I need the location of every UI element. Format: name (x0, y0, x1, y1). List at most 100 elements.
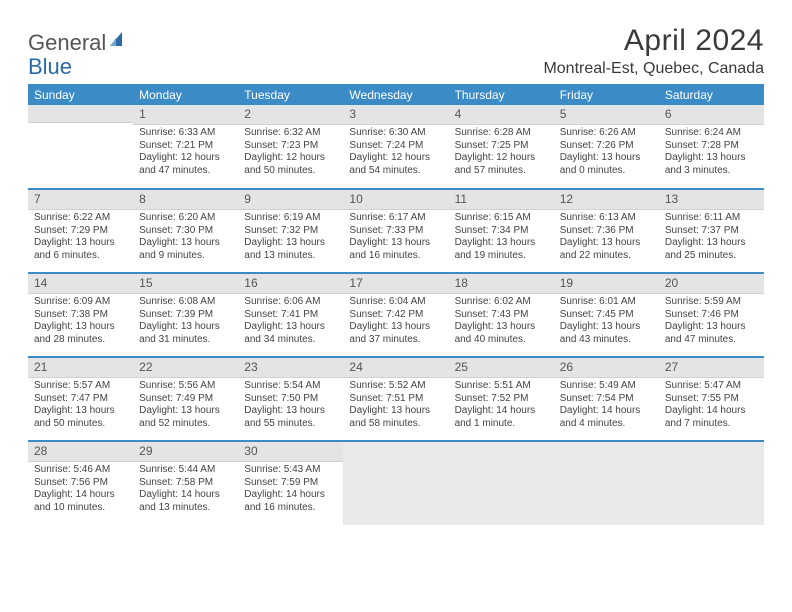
day-content: Sunrise: 5:51 AMSunset: 7:52 PMDaylight:… (449, 378, 554, 434)
calendar-cell: 22Sunrise: 5:56 AMSunset: 7:49 PMDayligh… (133, 357, 238, 441)
daylight-text: Daylight: 13 hours and 52 minutes. (139, 405, 232, 430)
sunrise-text: Sunrise: 5:44 AM (139, 464, 232, 477)
day-number: 15 (133, 274, 238, 294)
day-content: Sunrise: 6:01 AMSunset: 7:45 PMDaylight:… (554, 294, 659, 350)
calendar-cell: 8Sunrise: 6:20 AMSunset: 7:30 PMDaylight… (133, 189, 238, 273)
calendar-cell: 18Sunrise: 6:02 AMSunset: 7:43 PMDayligh… (449, 273, 554, 357)
day-number: 16 (238, 274, 343, 294)
day-number: 8 (133, 190, 238, 210)
calendar-cell: 1Sunrise: 6:33 AMSunset: 7:21 PMDaylight… (133, 105, 238, 189)
day-number: 3 (343, 105, 448, 125)
sunset-text: Sunset: 7:43 PM (455, 309, 548, 322)
sunset-text: Sunset: 7:41 PM (244, 309, 337, 322)
sunset-text: Sunset: 7:54 PM (560, 393, 653, 406)
day-number: 21 (28, 358, 133, 378)
sunrise-text: Sunrise: 5:49 AM (560, 380, 653, 393)
sunset-text: Sunset: 7:21 PM (139, 140, 232, 153)
sunrise-text: Sunrise: 6:04 AM (349, 296, 442, 309)
day-content: Sunrise: 6:02 AMSunset: 7:43 PMDaylight:… (449, 294, 554, 350)
day-number: 13 (659, 190, 764, 210)
calendar-cell: 12Sunrise: 6:13 AMSunset: 7:36 PMDayligh… (554, 189, 659, 273)
day-number: 28 (28, 442, 133, 462)
day-content: Sunrise: 5:44 AMSunset: 7:58 PMDaylight:… (133, 462, 238, 518)
day-number: 9 (238, 190, 343, 210)
daylight-text: Daylight: 13 hours and 47 minutes. (665, 321, 758, 346)
calendar-row: 28Sunrise: 5:46 AMSunset: 7:56 PMDayligh… (28, 441, 764, 525)
sunrise-text: Sunrise: 5:43 AM (244, 464, 337, 477)
day-number: 7 (28, 190, 133, 210)
weekday-header: Saturday (659, 85, 764, 106)
day-content: Sunrise: 5:46 AMSunset: 7:56 PMDaylight:… (28, 462, 133, 518)
sunrise-text: Sunrise: 5:47 AM (665, 380, 758, 393)
day-content: Sunrise: 6:22 AMSunset: 7:29 PMDaylight:… (28, 210, 133, 266)
location: Montreal-Est, Quebec, Canada (543, 60, 764, 78)
weekday-header: Tuesday (238, 85, 343, 106)
day-number: 25 (449, 358, 554, 378)
calendar-page: General April 2024 Montreal-Est, Quebec,… (0, 0, 792, 545)
calendar-cell: 28Sunrise: 5:46 AMSunset: 7:56 PMDayligh… (28, 441, 133, 525)
sunset-text: Sunset: 7:47 PM (34, 393, 127, 406)
calendar-cell: 23Sunrise: 5:54 AMSunset: 7:50 PMDayligh… (238, 357, 343, 441)
sunrise-text: Sunrise: 6:15 AM (455, 212, 548, 225)
weekday-header: Wednesday (343, 85, 448, 106)
sunrise-text: Sunrise: 6:22 AM (34, 212, 127, 225)
daylight-text: Daylight: 13 hours and 40 minutes. (455, 321, 548, 346)
weekday-header: Friday (554, 85, 659, 106)
sunset-text: Sunset: 7:37 PM (665, 225, 758, 238)
sunrise-text: Sunrise: 5:57 AM (34, 380, 127, 393)
day-number: 4 (449, 105, 554, 125)
day-number: 11 (449, 190, 554, 210)
daylight-text: Daylight: 13 hours and 6 minutes. (34, 237, 127, 262)
sunset-text: Sunset: 7:49 PM (139, 393, 232, 406)
day-number: 19 (554, 274, 659, 294)
sunset-text: Sunset: 7:23 PM (244, 140, 337, 153)
sunset-text: Sunset: 7:33 PM (349, 225, 442, 238)
calendar-cell: 19Sunrise: 6:01 AMSunset: 7:45 PMDayligh… (554, 273, 659, 357)
calendar-cell: 25Sunrise: 5:51 AMSunset: 7:52 PMDayligh… (449, 357, 554, 441)
calendar-cell: 14Sunrise: 6:09 AMSunset: 7:38 PMDayligh… (28, 273, 133, 357)
calendar-cell: 6Sunrise: 6:24 AMSunset: 7:28 PMDaylight… (659, 105, 764, 189)
calendar-cell: 21Sunrise: 5:57 AMSunset: 7:47 PMDayligh… (28, 357, 133, 441)
day-content: Sunrise: 6:33 AMSunset: 7:21 PMDaylight:… (133, 125, 238, 181)
calendar-cell: 11Sunrise: 6:15 AMSunset: 7:34 PMDayligh… (449, 189, 554, 273)
day-content: Sunrise: 6:30 AMSunset: 7:24 PMDaylight:… (343, 125, 448, 181)
day-content: Sunrise: 6:13 AMSunset: 7:36 PMDaylight:… (554, 210, 659, 266)
day-number (28, 105, 133, 123)
sunrise-text: Sunrise: 6:32 AM (244, 127, 337, 140)
sunrise-text: Sunrise: 6:01 AM (560, 296, 653, 309)
sunrise-text: Sunrise: 6:09 AM (34, 296, 127, 309)
day-content: Sunrise: 6:26 AMSunset: 7:26 PMDaylight:… (554, 125, 659, 181)
calendar-cell: 15Sunrise: 6:08 AMSunset: 7:39 PMDayligh… (133, 273, 238, 357)
day-number: 6 (659, 105, 764, 125)
sunset-text: Sunset: 7:55 PM (665, 393, 758, 406)
calendar-cell (343, 441, 448, 525)
sunset-text: Sunset: 7:38 PM (34, 309, 127, 322)
calendar-cell: 4Sunrise: 6:28 AMSunset: 7:25 PMDaylight… (449, 105, 554, 189)
day-content: Sunrise: 6:20 AMSunset: 7:30 PMDaylight:… (133, 210, 238, 266)
calendar-cell: 10Sunrise: 6:17 AMSunset: 7:33 PMDayligh… (343, 189, 448, 273)
sunrise-text: Sunrise: 6:19 AM (244, 212, 337, 225)
sunset-text: Sunset: 7:45 PM (560, 309, 653, 322)
calendar-cell: 3Sunrise: 6:30 AMSunset: 7:24 PMDaylight… (343, 105, 448, 189)
title-block: April 2024 Montreal-Est, Quebec, Canada (543, 24, 764, 78)
calendar-cell: 9Sunrise: 6:19 AMSunset: 7:32 PMDaylight… (238, 189, 343, 273)
day-number (343, 442, 448, 460)
day-content: Sunrise: 6:06 AMSunset: 7:41 PMDaylight:… (238, 294, 343, 350)
day-number: 29 (133, 442, 238, 462)
calendar-cell: 16Sunrise: 6:06 AMSunset: 7:41 PMDayligh… (238, 273, 343, 357)
day-number: 1 (133, 105, 238, 125)
calendar-cell: 26Sunrise: 5:49 AMSunset: 7:54 PMDayligh… (554, 357, 659, 441)
sunset-text: Sunset: 7:58 PM (139, 477, 232, 490)
sunrise-text: Sunrise: 5:51 AM (455, 380, 548, 393)
day-content: Sunrise: 5:43 AMSunset: 7:59 PMDaylight:… (238, 462, 343, 518)
day-content: Sunrise: 6:28 AMSunset: 7:25 PMDaylight:… (449, 125, 554, 181)
day-number: 26 (554, 358, 659, 378)
daylight-text: Daylight: 14 hours and 1 minute. (455, 405, 548, 430)
sunset-text: Sunset: 7:28 PM (665, 140, 758, 153)
day-content: Sunrise: 5:47 AMSunset: 7:55 PMDaylight:… (659, 378, 764, 434)
daylight-text: Daylight: 13 hours and 25 minutes. (665, 237, 758, 262)
calendar-cell: 17Sunrise: 6:04 AMSunset: 7:42 PMDayligh… (343, 273, 448, 357)
sunset-text: Sunset: 7:24 PM (349, 140, 442, 153)
sunrise-text: Sunrise: 6:28 AM (455, 127, 548, 140)
daylight-text: Daylight: 13 hours and 19 minutes. (455, 237, 548, 262)
